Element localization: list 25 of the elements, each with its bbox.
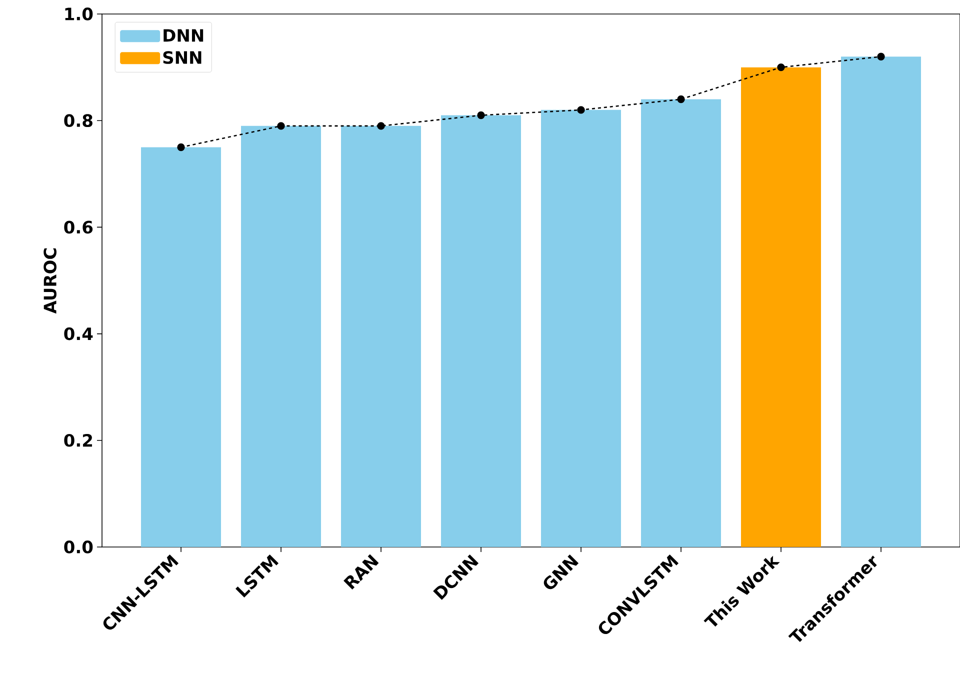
bar — [341, 126, 422, 547]
bar — [641, 99, 722, 547]
point — [777, 63, 785, 72]
point — [577, 106, 585, 114]
y-tick-label: 0.6 — [64, 220, 93, 234]
y-tick-label: 0.4 — [64, 327, 93, 340]
y-tick-label: 0.0 — [64, 540, 93, 554]
bar — [241, 126, 322, 547]
bar — [741, 67, 822, 547]
bar — [441, 115, 522, 547]
point — [177, 143, 185, 152]
point — [877, 52, 885, 60]
y-tick-label: 1.0 — [65, 8, 93, 20]
y-tick-label: 0.8 — [64, 114, 92, 128]
y-axis-title: AUROC — [44, 248, 56, 314]
point — [677, 95, 685, 104]
bar — [141, 147, 222, 547]
legend-label: SNN — [163, 51, 202, 64]
bar — [841, 56, 922, 547]
point — [477, 111, 485, 120]
bar — [541, 110, 622, 547]
legend-label: DNN — [164, 29, 204, 42]
point — [377, 122, 385, 130]
y-tick-label: 0.2 — [64, 434, 92, 447]
point — [277, 122, 285, 130]
